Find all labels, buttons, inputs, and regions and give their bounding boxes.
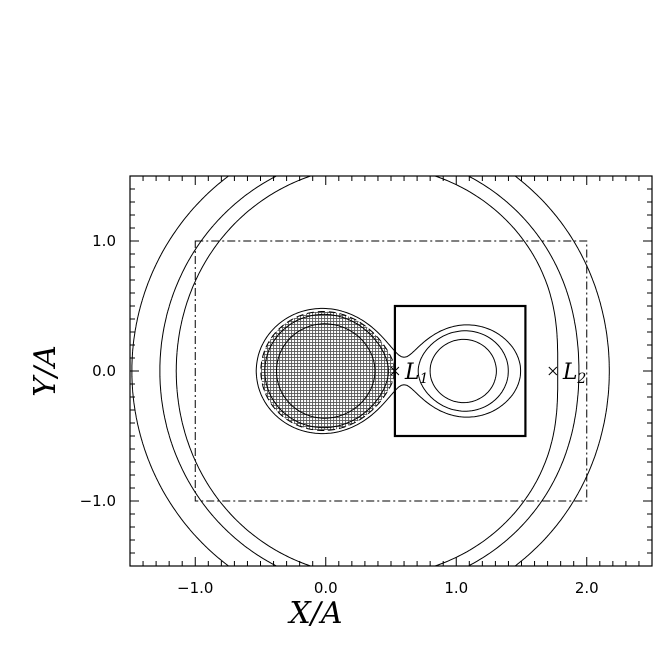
y-tick-label: −1.0 <box>80 492 116 510</box>
equipotential-contours <box>131 175 610 567</box>
x-tick-label: 0.0 <box>314 579 338 597</box>
dashdot-box <box>194 240 588 502</box>
lagrange-point-subscript: 2 <box>576 371 586 387</box>
lagrange-point-marker <box>390 366 400 376</box>
x-tick-label: −1.0 <box>177 579 213 597</box>
outer-equipotential <box>175 175 559 567</box>
lagrange-point-label: L2 <box>562 360 587 387</box>
inner-equipotential <box>131 175 610 567</box>
tick-labels: −1.0 0.0 1.0 2.0 −1.0 0.0 1.0 <box>80 232 599 597</box>
y-axis-title: Y/A <box>28 345 63 397</box>
y-tick-label: 0.0 <box>92 362 116 380</box>
lagrange-points: L1 L2 <box>390 360 587 387</box>
y-tick-label: 1.0 <box>92 232 116 250</box>
x-tick-label: 2.0 <box>575 579 599 597</box>
far-equipotential <box>159 175 580 567</box>
x-tick-label: 1.0 <box>444 579 468 597</box>
x-axis-title: X/A <box>287 596 342 631</box>
axis-ticks <box>129 175 653 567</box>
lagrange-point-marker <box>548 366 558 376</box>
lagrange-point-label: L1 <box>404 360 429 387</box>
primary-roche-lobe <box>260 311 396 431</box>
lagrange-point-subscript: 1 <box>420 371 429 387</box>
